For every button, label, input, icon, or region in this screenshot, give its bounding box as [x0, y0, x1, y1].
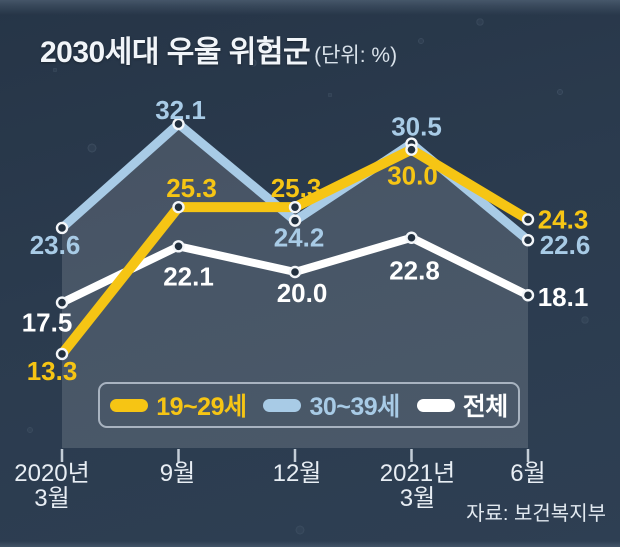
unit-label: (단위: %)	[314, 44, 398, 67]
legend-label: 30~39세	[309, 393, 400, 421]
legend: 19~29세 30~39세 전체	[98, 382, 520, 428]
value-label: 22.6	[540, 230, 591, 260]
value-label: 22.8	[389, 256, 440, 286]
data-point	[405, 143, 418, 156]
x-axis-label: 2020년 3월	[14, 460, 90, 512]
value-label: 30.5	[391, 112, 442, 142]
data-point	[521, 233, 535, 247]
value-label: 20.0	[277, 278, 328, 308]
value-label: 30.0	[387, 161, 438, 191]
data-point	[521, 289, 535, 302]
legend-swatch-icon	[110, 398, 149, 412]
data-point	[288, 265, 302, 279]
x-axis-label: 9월	[159, 460, 196, 487]
value-label: 23.6	[30, 230, 81, 260]
value-label: 24.2	[274, 223, 325, 253]
legend-swatch-icon	[263, 398, 302, 412]
value-label: 25.3	[271, 173, 322, 203]
value-label: 32.1	[155, 95, 206, 125]
data-point	[405, 231, 418, 244]
value-label: 17.5	[22, 308, 73, 338]
legend-item-1: 30~39세	[263, 387, 400, 423]
chart-header: 2030세대 우울 위험군 (단위: %)	[40, 27, 397, 71]
data-point	[55, 221, 69, 235]
data-point	[172, 117, 185, 131]
data-point	[172, 200, 185, 214]
data-point	[288, 214, 302, 227]
legend-label: 19~29세	[156, 393, 247, 421]
x-axis-label: 2021년 3월	[379, 460, 456, 512]
chart-title: 2030세대 우울 위험군	[40, 36, 311, 69]
value-label: 24.3	[538, 204, 589, 234]
x-axis-label: 6월	[510, 460, 546, 487]
x-axis-label: 12월	[272, 460, 322, 487]
data-point	[288, 200, 302, 214]
value-label: 22.1	[163, 261, 214, 291]
data-point	[521, 213, 535, 226]
legend-item-0: 19~29세	[110, 387, 247, 423]
data-point	[172, 240, 185, 253]
value-label: 25.3	[166, 173, 217, 203]
legend-label: 전체	[462, 393, 509, 421]
value-label: 18.1	[538, 282, 589, 312]
source-label: 자료: 보건복지부	[466, 503, 606, 525]
legend-item-2: 전체	[416, 387, 509, 423]
data-point	[55, 296, 69, 309]
legend-swatch-icon	[416, 398, 455, 412]
value-label: 13.3	[27, 356, 78, 386]
data-point	[55, 347, 69, 361]
